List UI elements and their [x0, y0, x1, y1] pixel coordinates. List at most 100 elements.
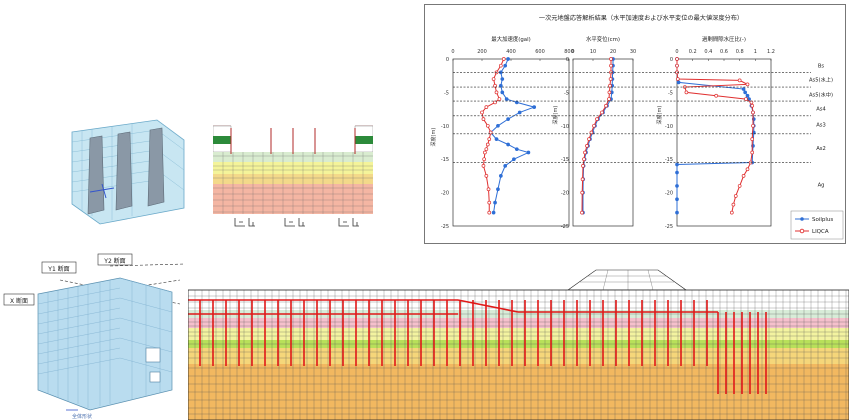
data-point-liqca-1-18 [580, 190, 585, 195]
series-line-soilplus-1 [582, 59, 614, 213]
y-tick-label-2-1: -5 [668, 90, 673, 96]
data-point-soilplus-0-6 [504, 97, 509, 101]
y-tick-label-0-4: -20 [441, 191, 449, 197]
data-point-liqca-0-13 [487, 137, 492, 142]
chart-legend: Soilplus LIQCA [790, 210, 844, 240]
label-y1-section: Y1 断面 [47, 265, 69, 273]
data-point-liqca-0-9 [480, 110, 484, 115]
y-tick-label-2-5: -25 [665, 224, 673, 230]
x-tick-label-0-1: 200 [477, 49, 487, 55]
data-point-soilplus-0-20 [496, 187, 500, 192]
data-point-soilplus-0-19 [498, 174, 503, 178]
data-point-liqca-1-10 [592, 123, 596, 128]
y-tick-label-1-4: -20 [561, 191, 569, 197]
data-point-liqca-1-16 [581, 164, 585, 168]
data-point-soilplus-0-1 [503, 63, 508, 68]
stratum-label-1: As5(水上) [809, 76, 833, 84]
lower-fe-mesh-image [188, 269, 849, 420]
data-point-liqca-0-11 [485, 123, 490, 128]
y-tick-label-0-5: -25 [441, 224, 449, 230]
data-point-liqca-1-19 [580, 210, 584, 215]
structure-slope-line [457, 299, 519, 313]
data-point-liqca-1-3 [608, 77, 613, 81]
y-tick-label-2-3: -15 [665, 157, 673, 163]
legend-marker-liqca [799, 228, 805, 234]
data-point-liqca-2-21 [731, 202, 736, 207]
data-point-liqca-2-8 [714, 93, 719, 98]
data-point-liqca-1-5 [607, 90, 612, 95]
y-tick-label-1-3: -15 [561, 157, 569, 163]
data-point-liqca-1-17 [580, 177, 585, 182]
legend-label-soilplus: Soilplus [812, 217, 833, 223]
data-point-liqca-0-5 [494, 90, 499, 95]
data-point-soilplus-0-22 [491, 210, 496, 215]
y-tick-label-0-1: -5 [444, 90, 449, 96]
data-point-liqca-2-22 [729, 210, 734, 215]
series-line-liqca-2 [676, 59, 754, 213]
x-tick-label-0-0: 0 [451, 49, 454, 55]
x-tick-label-1-3: 30 [630, 49, 636, 55]
data-point-soilplus-2-19 [675, 197, 679, 202]
stratum-label-0: Bs [818, 64, 825, 70]
lower-3d-model-image: Y1 断面 Y2 断面 X 断面 全体形状 [3, 253, 186, 420]
stratum-label-5: As2 [816, 146, 826, 152]
data-point-liqca-2-19 [737, 184, 742, 188]
data-point-liqca-1-4 [608, 83, 612, 88]
label-y2-section: Y2 断面 [103, 257, 125, 265]
y-tick-label-0-0: 0 [446, 57, 449, 63]
data-point-soilplus-0-11 [496, 123, 500, 128]
data-point-liqca-0-22 [487, 210, 492, 215]
data-point-soilplus-0-8 [532, 105, 537, 109]
data-point-soilplus-2-17 [675, 170, 679, 175]
data-point-liqca-2-13 [751, 123, 755, 128]
y-tick-label-2-2: -10 [665, 124, 673, 130]
data-point-liqca-0-10 [481, 117, 486, 121]
series-line-liqca-1 [581, 59, 612, 213]
stratum-label-3: As4 [816, 106, 826, 112]
data-point-liqca-2-0 [675, 57, 679, 61]
x-tick-label-2-4: 0.8 [736, 49, 744, 55]
data-point-liqca-0-0 [501, 57, 506, 61]
data-point-liqca-1-7 [604, 103, 608, 108]
data-point-liqca-1-14 [583, 150, 587, 155]
x-tick-label-0-3: 600 [535, 49, 545, 55]
data-point-soilplus-0-4 [498, 83, 503, 88]
data-point-soilplus-0-17 [512, 157, 516, 162]
label-x-section: X 断面 [10, 297, 28, 305]
panel-title-0: 最大加速度(gal) [491, 35, 530, 43]
stratum-label-2: As5(水中) [809, 90, 833, 98]
data-point-liqca-1-1 [609, 63, 613, 68]
data-point-soilplus-2-4 [676, 80, 681, 85]
data-point-soilplus-0-5 [500, 90, 505, 95]
data-point-liqca-0-18 [481, 164, 486, 168]
data-point-soilplus-0-16 [526, 150, 531, 155]
series-line-liqca-0 [481, 58, 505, 213]
data-point-liqca-2-9 [744, 97, 748, 101]
data-point-soilplus-2-7 [745, 93, 750, 98]
x-tick-label-1-1: 10 [590, 49, 596, 55]
x-tick-label-2-6: 1.2 [767, 49, 775, 55]
data-point-liqca-0-15 [484, 147, 489, 152]
data-point-soilplus-2-6 [743, 90, 747, 95]
data-point-liqca-2-11 [750, 103, 755, 108]
data-point-liqca-1-0 [609, 57, 613, 61]
y-tick-label-1-2: -10 [561, 124, 569, 130]
data-point-liqca-2-3 [675, 77, 680, 81]
x-tick-label-1-0: 0 [571, 49, 574, 55]
data-point-soilplus-2-18 [675, 184, 679, 188]
data-point-liqca-0-17 [482, 157, 487, 162]
depth-distribution-chart: 一次元地盤応答解析結果（水平加速度および水平変位の最大値深度分布） 最大加速度(… [430, 14, 844, 240]
data-point-soilplus-0-15 [514, 147, 519, 152]
data-point-liqca-0-19 [484, 174, 489, 178]
data-point-liqca-0-20 [486, 187, 491, 192]
x-tick-label-1-2: 20 [610, 49, 616, 55]
data-point-soilplus-0-9 [517, 110, 522, 115]
panel-frame-1 [572, 58, 634, 227]
data-point-soilplus-2-20 [675, 210, 679, 215]
data-point-liqca-0-21 [487, 200, 492, 205]
data-point-soilplus-2-5 [741, 87, 746, 91]
data-point-liqca-2-17 [745, 167, 750, 172]
data-point-liqca-2-18 [741, 174, 746, 178]
panel-title-1: 水平変位(cm) [586, 35, 620, 43]
data-point-liqca-2-12 [751, 110, 755, 115]
